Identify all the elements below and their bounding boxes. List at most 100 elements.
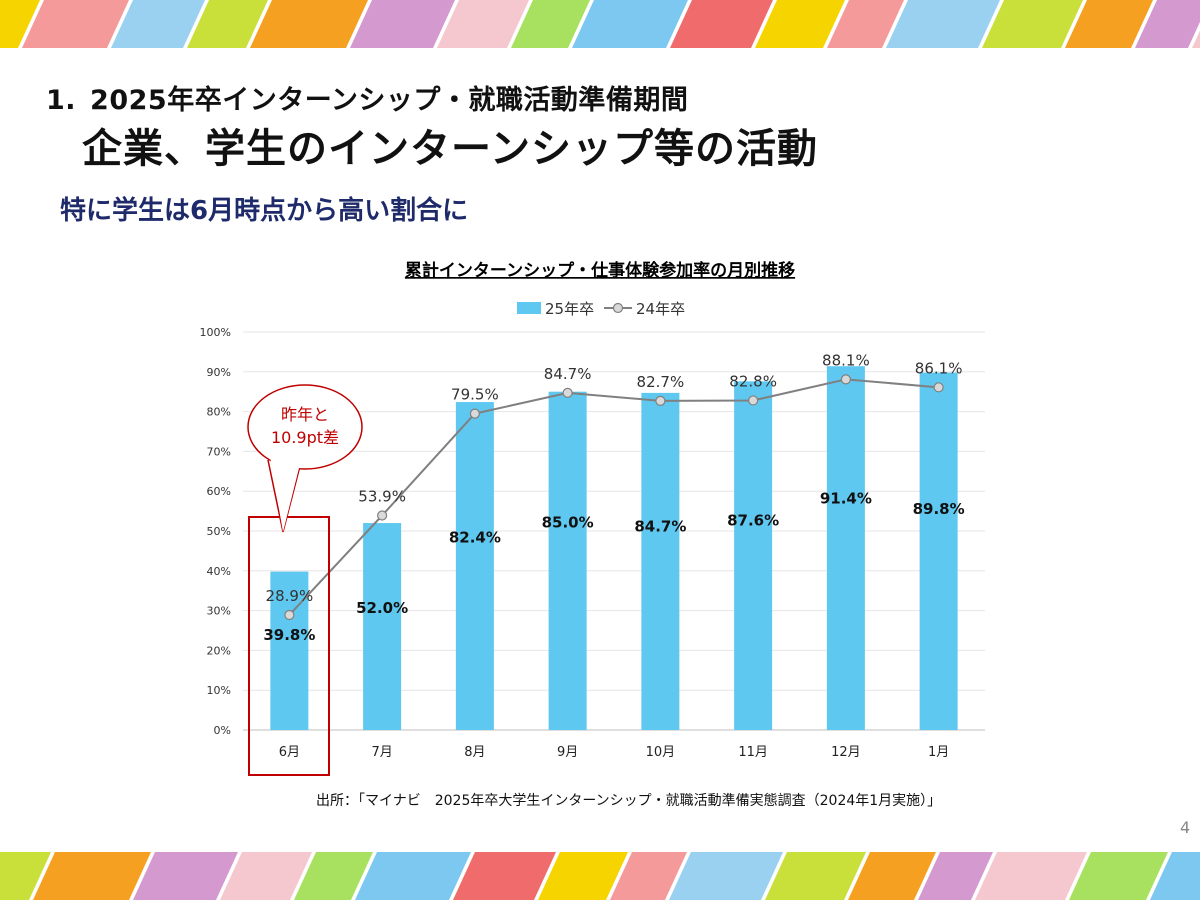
top-decorative-stripes [0, 0, 1200, 48]
bar-data-label: 89.8% [913, 500, 965, 518]
x-tick-label: 1月 [928, 745, 949, 760]
x-tick-label: 7月 [371, 745, 392, 760]
x-axis: 6月 7月 8月 9月 10月 11月 12月 1月 [279, 745, 950, 760]
decorative-stripe [22, 0, 129, 48]
callout-line1: 昨年と [281, 405, 329, 424]
page-number: 4 [1180, 818, 1191, 837]
y-tick-label: 20% [207, 644, 231, 657]
decorative-stripe [918, 852, 993, 900]
decorative-stripe [220, 852, 312, 900]
line-marker [840, 374, 851, 385]
x-tick-label: 10月 [646, 745, 676, 760]
bar-data-label: 84.7% [634, 517, 686, 535]
decorative-stripe [1192, 30, 1200, 48]
decorative-stripe [610, 852, 687, 900]
decorative-stripe [187, 0, 268, 48]
line-data-label: 84.7% [544, 365, 592, 383]
y-tick-label: 90% [207, 366, 231, 379]
decorative-stripe [538, 852, 628, 900]
bar [826, 366, 865, 730]
legend-label-25: 25年卒 [545, 300, 594, 318]
bar [548, 391, 587, 730]
decorative-stripe [453, 852, 556, 900]
bar-data-label: 52.0% [356, 599, 408, 617]
bar-data-label: 91.4% [820, 490, 872, 508]
chart-legend: 25年卒 24年卒 [517, 300, 685, 318]
decorative-stripe [827, 0, 904, 48]
decorative-stripe [755, 0, 845, 48]
x-tick-label: 9月 [557, 745, 578, 760]
line-marker [655, 395, 666, 406]
decorative-stripe [133, 852, 238, 900]
bar [270, 571, 309, 730]
series-line [288, 378, 939, 616]
decorative-stripe [669, 852, 783, 900]
y-tick-label: 100% [200, 326, 231, 339]
decorative-stripe [355, 852, 471, 900]
bottom-decorative-stripes [0, 852, 1200, 900]
bar-data-label: 85.0% [542, 513, 594, 531]
section-heading: 1. 2025年卒インターンシップ・就職活動準備期間 [46, 78, 688, 117]
y-tick-label: 0% [214, 724, 231, 737]
line-marker [562, 387, 573, 398]
line-marker [748, 395, 759, 406]
decorative-stripe [765, 852, 866, 900]
line-marker [377, 510, 388, 521]
callout-line2: 10.9pt差 [271, 428, 339, 447]
decorative-stripe [0, 852, 51, 900]
decorative-stripe [982, 0, 1083, 48]
y-tick-label: 30% [207, 605, 231, 618]
decorative-stripe [511, 0, 590, 48]
y-tick-label: 50% [207, 525, 231, 538]
key-message: 特に学生は6月時点から高い割合に [60, 196, 469, 226]
legend-label-24: 24年卒 [636, 300, 685, 318]
legend-swatch-25 [517, 302, 541, 314]
line-data-label: 86.1% [915, 359, 963, 377]
bar-data-labels: 39.8% 52.0% 82.4% 85.0% 84.7% 87.6% 91.4% 89.8% [263, 490, 964, 644]
x-tick-label: 12月 [831, 745, 861, 760]
bar [734, 381, 773, 730]
decorative-stripe [0, 0, 40, 48]
decorative-stripe [437, 0, 529, 48]
x-tick-label: 8月 [464, 745, 485, 760]
line-marker [284, 609, 295, 621]
decorative-stripe [1150, 852, 1200, 900]
decorative-stripe [1069, 852, 1168, 900]
line-data-labels: 28.9% 53.9% 79.5% 84.7% 82.7% 82.8% 88.1% 86.1% [266, 351, 963, 605]
y-tick-label: 70% [207, 445, 231, 458]
decorative-stripe [848, 852, 936, 900]
bar [641, 392, 680, 730]
y-tick-label: 10% [207, 684, 231, 697]
decorative-stripe [572, 0, 688, 48]
decorative-stripe [670, 0, 773, 48]
bar [919, 372, 958, 730]
line-data-label: 79.5% [451, 386, 499, 404]
page-title: 企業、学生のインターンシップ等の活動 [82, 126, 818, 172]
bar [455, 402, 494, 730]
y-tick-label: 80% [207, 406, 231, 419]
y-tick-label: 40% [207, 565, 231, 578]
bar-series-25 [270, 366, 958, 730]
line-data-label: 82.8% [729, 372, 777, 390]
decorative-stripe [294, 852, 373, 900]
line-data-label: 88.1% [822, 351, 870, 369]
source-note: 出所：「マイナビ 2025年卒大学生インターンシップ・就職活動準備実態調査（20… [316, 793, 942, 809]
y-tick-label: 60% [207, 485, 231, 498]
x-tick-label: 6月 [279, 745, 300, 760]
highlight-box-june [248, 516, 330, 776]
decorative-stripe [33, 852, 151, 900]
legend-swatch-24-marker [612, 302, 624, 314]
line-data-label: 28.9% [266, 587, 314, 605]
section-number: 1. [46, 85, 77, 116]
decorative-stripe [1065, 0, 1153, 48]
line-data-label: 53.9% [358, 487, 406, 505]
section-title: 2025年卒インターンシップ・就職活動準備期間 [90, 85, 689, 116]
decorative-stripe [975, 852, 1087, 900]
line-data-label: 82.7% [637, 373, 685, 391]
chart-gridlines [243, 331, 985, 731]
bar-data-label: 87.6% [727, 512, 779, 530]
x-tick-label: 11月 [738, 745, 768, 760]
decorative-stripe [1135, 0, 1200, 48]
bar-data-label: 82.4% [449, 529, 501, 547]
